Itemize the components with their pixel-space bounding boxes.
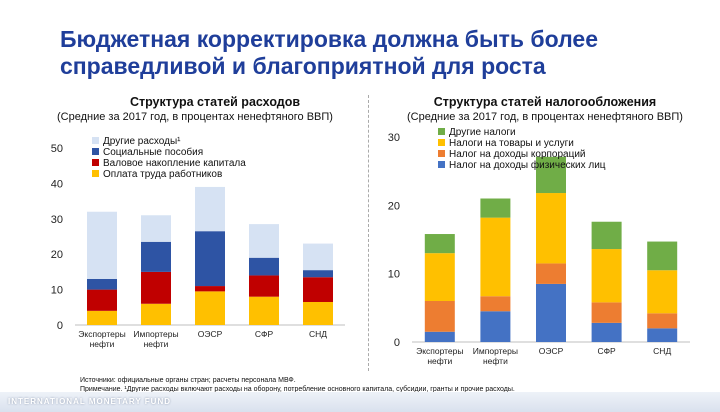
- expense-bar-segment: [195, 291, 225, 325]
- expense-bar-segment: [87, 310, 117, 325]
- left-chart-title: Структура статей расходов: [129, 95, 301, 109]
- expense-legend-swatch: [92, 137, 99, 144]
- tax-bar-segment: [424, 253, 455, 301]
- expense-bar-segment: [141, 271, 171, 304]
- tax-bar-segment: [480, 198, 511, 218]
- expense-y-tick-label: 10: [51, 285, 63, 297]
- expense-bar-segment: [141, 241, 171, 272]
- expense-bar-segment: [141, 215, 171, 242]
- right-chart-subtitle: (Средние за 2017 год, в процентах ненефт…: [407, 111, 683, 123]
- tax-y-tick-label: 30: [388, 132, 400, 144]
- expense-bar-segment: [249, 275, 279, 297]
- tax-legend-label: Налог на доходы физических лиц: [449, 159, 606, 171]
- tax-bar-segment: [647, 328, 678, 342]
- expense-bar-segment: [249, 257, 279, 276]
- expense-y-tick-label: 20: [51, 249, 63, 261]
- expense-legend-label: Валовое накопление капитала: [103, 158, 246, 169]
- tax-category-label: нефти: [427, 356, 452, 366]
- expense-category-label: Экспортеры: [78, 329, 125, 339]
- tax-bar-segment: [424, 331, 455, 342]
- tax-legend-label: Налоги на товары и услуги: [449, 138, 574, 149]
- tax-bar-segment: [647, 313, 678, 329]
- expense-legend-label: Другие расходы¹: [103, 136, 181, 147]
- tax-bar-segment: [424, 301, 455, 332]
- expense-bar-segment: [303, 243, 333, 271]
- tax-bar-segment: [591, 221, 622, 250]
- imf-logo-text: INTERNATIONAL MONETARY FUND: [8, 397, 171, 406]
- tax-legend-swatch: [438, 150, 445, 157]
- expense-y-tick-label: 0: [57, 320, 63, 332]
- expense-bar-segment: [141, 303, 171, 325]
- tax-legend-label: Налог на доходы корпораций: [449, 149, 586, 160]
- tax-y-tick-label: 0: [394, 337, 400, 349]
- tax-bar-segment: [536, 193, 566, 264]
- expense-legend-label: Оплата труда работников: [103, 168, 222, 180]
- tax-bar-segment: [591, 322, 622, 342]
- expense-bar-segment: [303, 277, 333, 302]
- expense-y-tick-label: 50: [51, 143, 63, 155]
- expense-bar-segment: [249, 224, 279, 258]
- expense-y-tick-label: 40: [51, 178, 63, 190]
- tax-legend-swatch: [438, 161, 445, 168]
- expense-bar-segment: [195, 286, 225, 292]
- source-note: Источники: официальные органы стран; рас…: [80, 377, 296, 384]
- tax-bar-segment: [480, 217, 511, 297]
- tax-y-tick-label: 10: [388, 269, 400, 281]
- tax-y-tick-label: 20: [388, 200, 400, 212]
- tax-bar-segment: [424, 234, 455, 254]
- chart-divider: [368, 95, 369, 371]
- tax-bar-segment: [536, 283, 566, 342]
- expense-bar-segment: [195, 186, 225, 232]
- expense-legend-swatch: [92, 159, 99, 166]
- expense-bar-segment: [303, 301, 333, 325]
- expense-bar-segment: [87, 211, 117, 279]
- expense-legend-label: Социальные пособия: [103, 146, 203, 158]
- tax-legend-label: Другие налоги: [449, 127, 516, 138]
- slide-title: Бюджетная корректировка должна быть боле…: [60, 26, 598, 79]
- expense-bar-segment: [195, 231, 225, 287]
- tax-category-label: нефти: [483, 356, 508, 366]
- tax-legend-swatch: [438, 139, 445, 146]
- expense-bar-segment: [87, 289, 117, 311]
- expense-bar-segment: [303, 270, 333, 278]
- tax-bar-segment: [480, 311, 511, 342]
- expense-y-tick-label: 30: [51, 214, 63, 226]
- expense-category-label: СФР: [255, 329, 274, 339]
- footer-bar: [0, 392, 720, 412]
- expense-category-label: ОЭСР: [198, 329, 223, 339]
- expense-category-label: Импортеры: [133, 329, 178, 339]
- expense-bar-segment: [87, 278, 117, 290]
- expense-bar-segment: [249, 296, 279, 325]
- expense-category-label: нефти: [144, 339, 169, 349]
- footnote: Примечание. ¹Другие расходы включают рас…: [80, 386, 515, 393]
- tax-category-label: ОЭСР: [539, 346, 564, 356]
- tax-category-label: СФР: [597, 346, 616, 356]
- expense-legend-swatch: [92, 148, 99, 155]
- left-chart-subtitle: (Средние за 2017 год, в процентах ненефт…: [57, 111, 333, 123]
- tax-category-label: Экспортеры: [416, 346, 463, 356]
- right-chart-title: Структура статей налогообложения: [433, 95, 657, 109]
- expense-legend-swatch: [92, 170, 99, 177]
- expense-category-label: нефти: [90, 339, 115, 349]
- tax-category-label: Импортеры: [473, 346, 518, 356]
- tax-bar-segment: [591, 249, 622, 303]
- tax-legend-swatch: [438, 128, 445, 135]
- tax-bar-segment: [536, 263, 566, 284]
- tax-bar-segment: [647, 241, 678, 271]
- tax-category-label: СНД: [653, 346, 671, 356]
- tax-bar-segment: [480, 296, 511, 312]
- expense-category-label: СНД: [309, 329, 327, 339]
- tax-bar-segment: [536, 156, 566, 194]
- tax-bar-segment: [591, 302, 622, 323]
- tax-bar-segment: [647, 270, 678, 314]
